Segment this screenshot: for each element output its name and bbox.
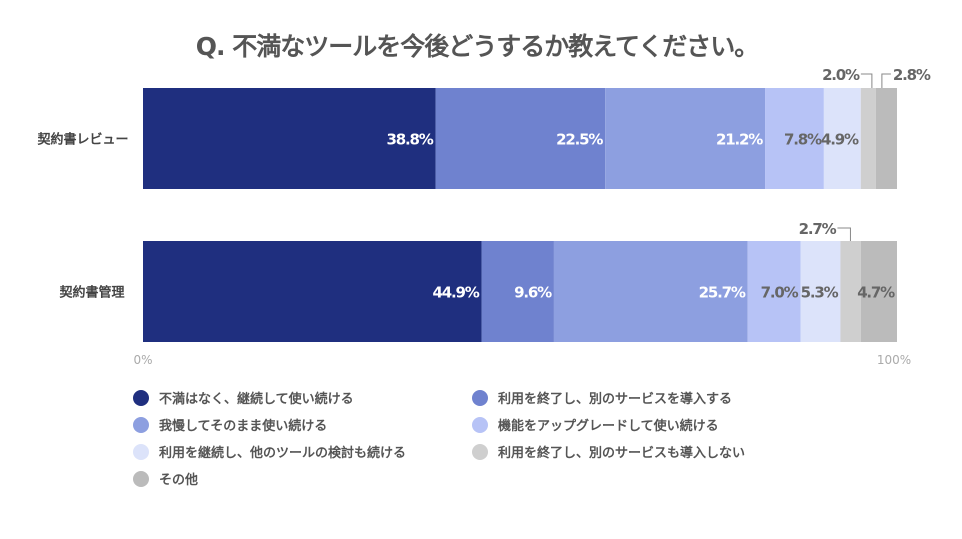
legend-label: 不満はなく、継続して使い続ける bbox=[159, 391, 354, 407]
data-label: 2.7% bbox=[799, 220, 837, 238]
legend-label: 我慢してそのまま使い続ける bbox=[159, 418, 327, 434]
data-label: 21.2% bbox=[716, 131, 763, 149]
legend-swatch bbox=[133, 444, 149, 460]
data-label: 44.9% bbox=[432, 284, 479, 302]
bar-segment bbox=[481, 241, 554, 342]
legend-swatch bbox=[472, 390, 488, 406]
bar-segment bbox=[765, 88, 824, 189]
legend-label: その他 bbox=[159, 472, 198, 488]
x-tick-label: 0% bbox=[133, 353, 152, 367]
data-label: 5.3% bbox=[801, 284, 839, 302]
callout-line bbox=[837, 227, 851, 241]
bar-segment bbox=[553, 241, 748, 342]
legend-swatch bbox=[133, 390, 149, 406]
data-label: 2.8% bbox=[893, 66, 931, 84]
data-label: 4.9% bbox=[821, 131, 859, 149]
legend-label: 利用を継続し、他のツールの検討も続ける bbox=[159, 445, 406, 461]
bar-segment bbox=[800, 241, 841, 342]
bar-segment bbox=[435, 88, 606, 189]
bar-segment bbox=[860, 241, 897, 342]
bar-segment bbox=[823, 88, 861, 189]
x-axis-ticks: 0% 100% bbox=[133, 353, 911, 367]
category-label: 契約書レビュー bbox=[36, 132, 128, 148]
data-label: 38.8% bbox=[387, 131, 434, 149]
callout-line bbox=[860, 73, 873, 88]
data-label: 9.6% bbox=[514, 284, 552, 302]
data-label: 22.5% bbox=[556, 131, 603, 149]
legend-swatch bbox=[133, 471, 149, 487]
bar-segment bbox=[875, 88, 897, 189]
legend-swatch bbox=[472, 444, 488, 460]
callout-line bbox=[881, 73, 891, 88]
legend-label: 機能をアップグレードして使い続ける bbox=[498, 418, 719, 434]
legend-label: 利用を終了し、別のサービスも導入しない bbox=[498, 445, 745, 461]
bar-segment bbox=[143, 88, 436, 189]
legend-label: 利用を終了し、別のサービスを導入する bbox=[498, 391, 732, 407]
data-label: 4.7% bbox=[857, 284, 895, 302]
legend-swatch bbox=[133, 417, 149, 433]
bar-segment bbox=[143, 241, 482, 342]
bar-segment bbox=[860, 88, 876, 189]
legend: 不満はなく、継続して使い続ける 利用を終了し、別のサービスを導入する我慢してそのま… bbox=[133, 390, 745, 488]
category-label: 契約書管理 bbox=[58, 285, 124, 301]
data-label: 7.8% bbox=[784, 131, 822, 149]
bar-segment bbox=[840, 241, 861, 342]
data-label: 2.0% bbox=[822, 66, 860, 84]
bar-segment bbox=[605, 88, 766, 189]
bar-segment bbox=[747, 241, 801, 342]
x-tick-label: 100% bbox=[877, 353, 911, 367]
legend-swatch bbox=[472, 417, 488, 433]
data-label: 25.7% bbox=[699, 284, 746, 302]
bars-group: 契約書レビュー 38.8% 22.5% 21.2% 7.8% 4.9% 2.0% 2.8% 契約… bbox=[36, 66, 932, 342]
chart-title: Q. 不満なツールを今後どうするか教えてください。 bbox=[196, 32, 758, 61]
data-label: 7.0% bbox=[761, 284, 799, 302]
